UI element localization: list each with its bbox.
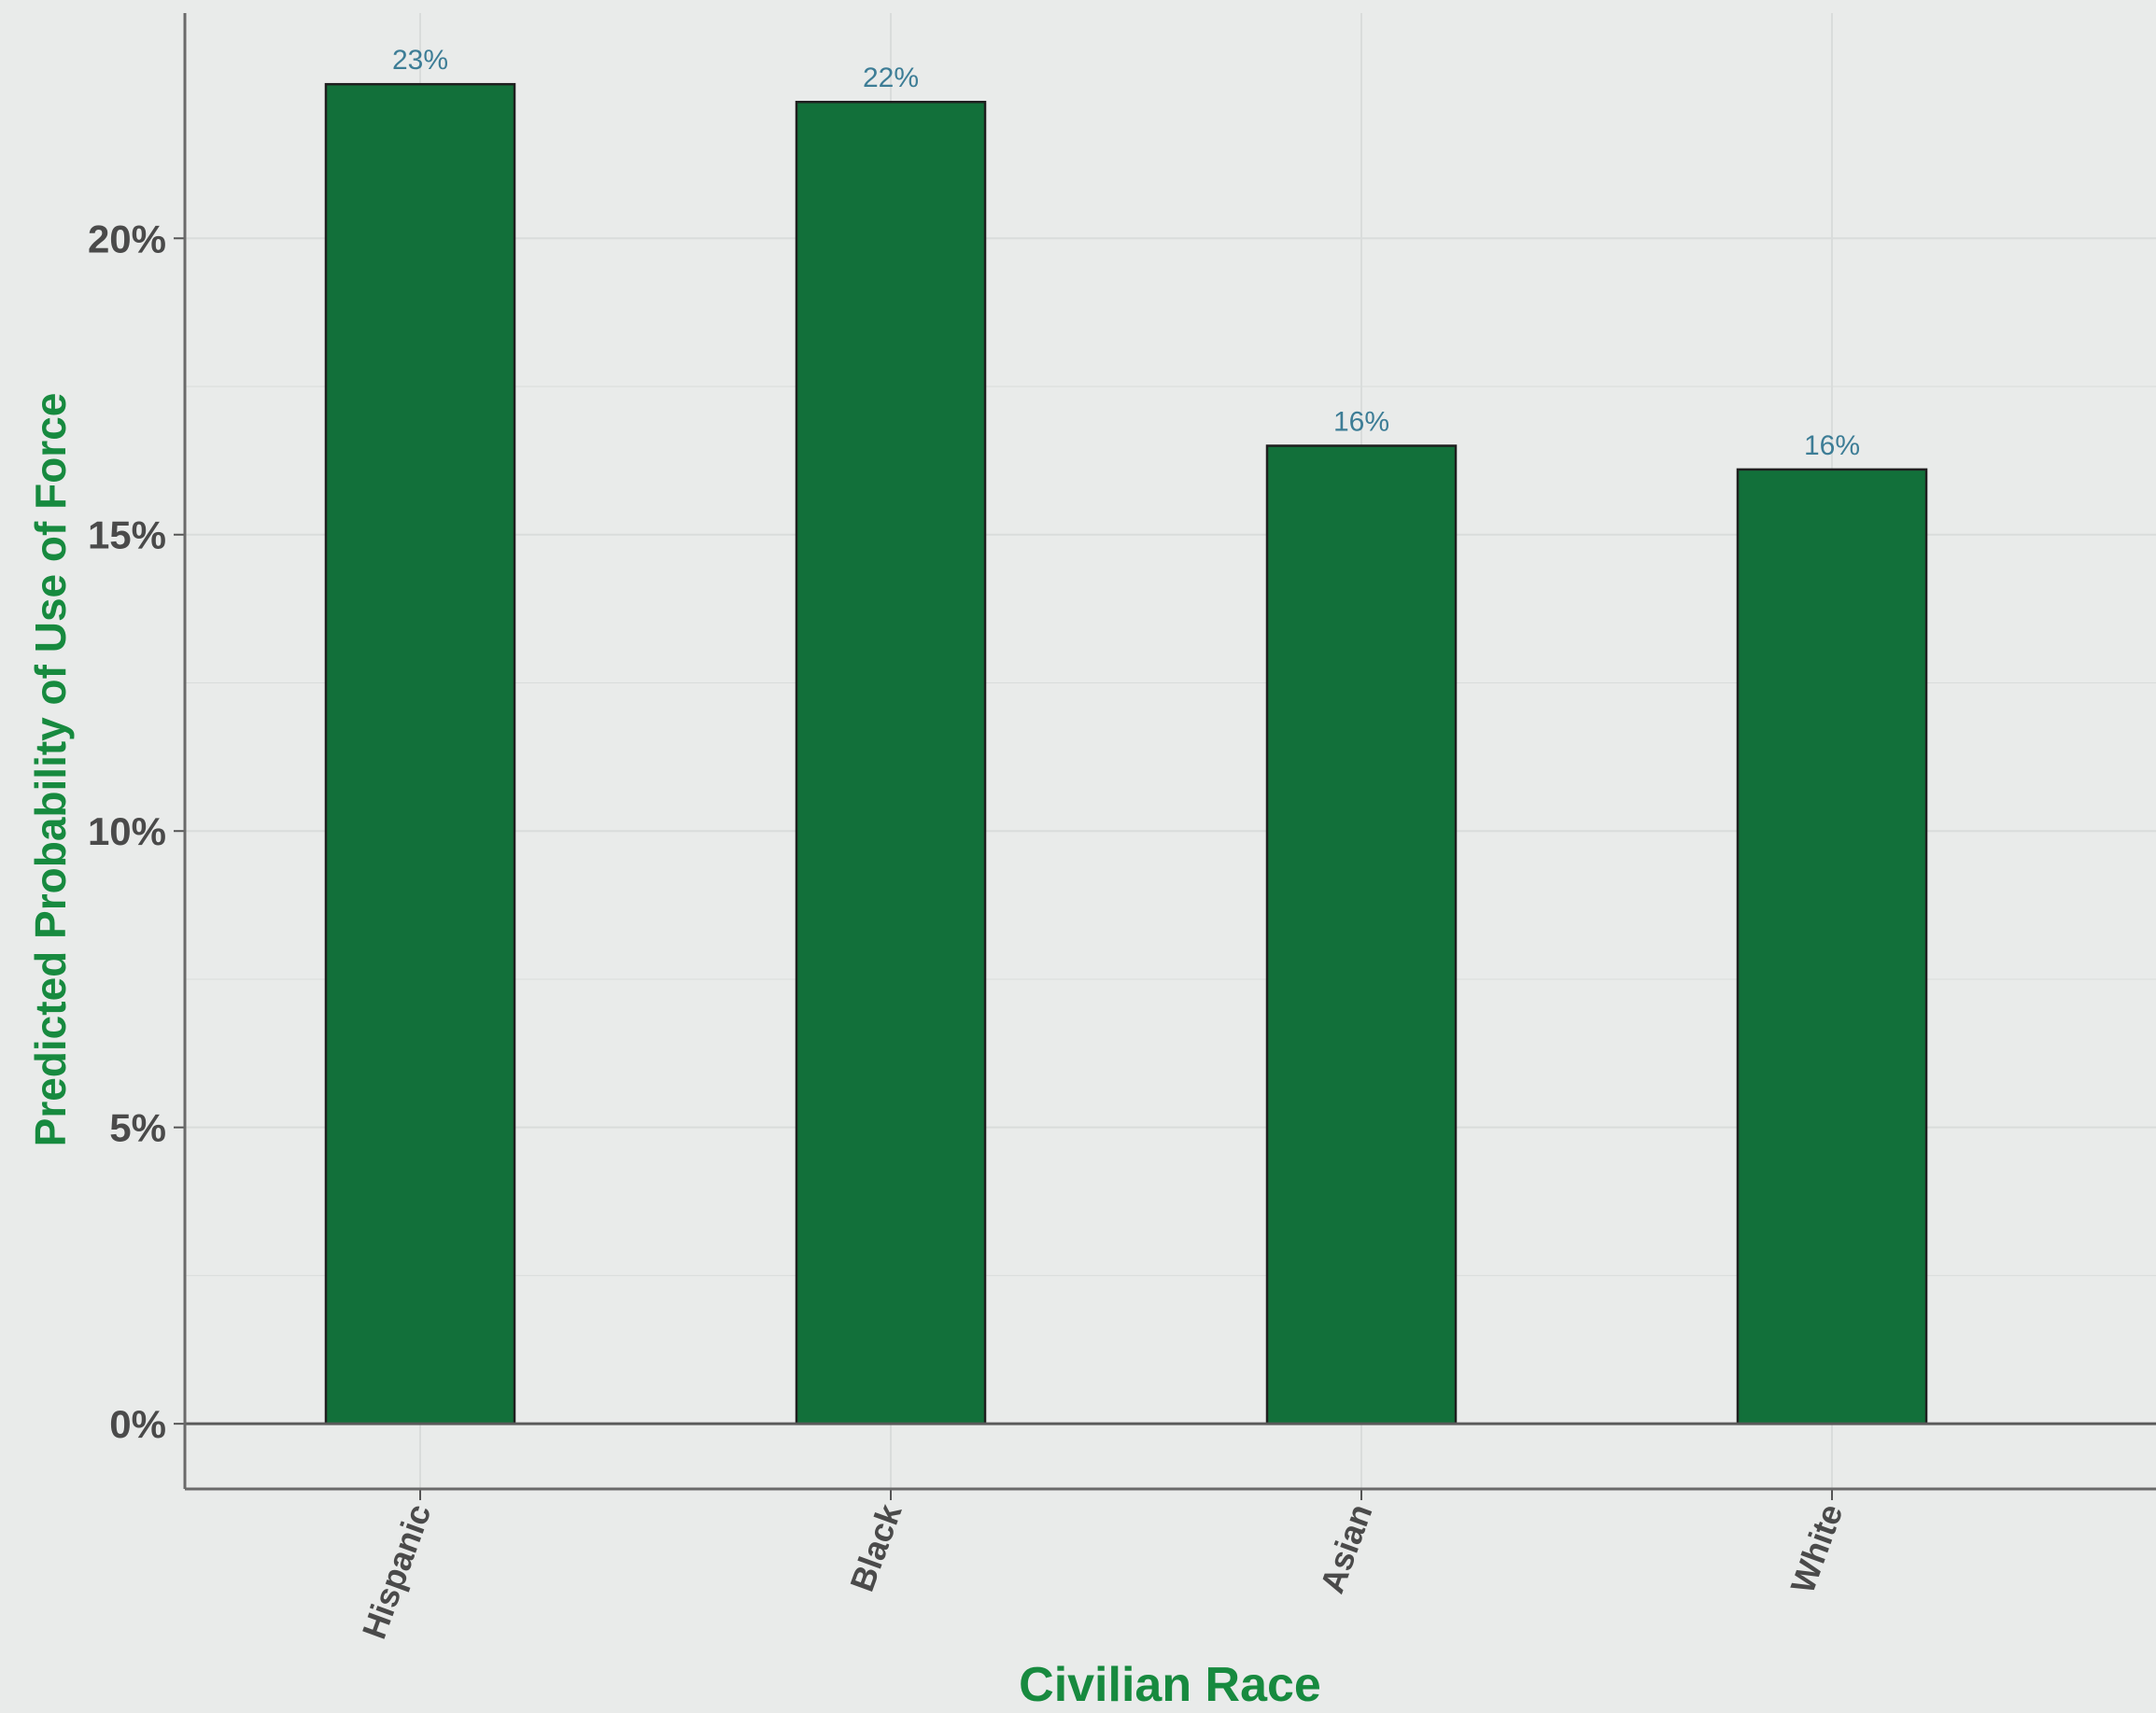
bars <box>324 82 1928 1425</box>
y-tick-label: 20% <box>88 217 166 260</box>
y-tick-label: 15% <box>88 513 166 557</box>
y-tick-label: 0% <box>109 1402 166 1446</box>
data-labels: 23% 22% 16% 16% <box>392 45 1860 461</box>
bar-white <box>1736 468 1928 1425</box>
bar-hispanic <box>324 82 516 1425</box>
bar-black <box>795 100 987 1425</box>
y-axis-ticks: 0% 5% 10% 15% 20% <box>88 217 185 1446</box>
data-label-white: 16% <box>1804 430 1860 461</box>
y-tick-label: 10% <box>88 809 166 853</box>
data-label-hispanic: 23% <box>392 45 448 76</box>
y-axis-title: Predicted Probability of Use of Force <box>26 393 75 1147</box>
data-label-asian: 16% <box>1333 407 1389 438</box>
data-label-black: 22% <box>863 63 919 93</box>
x-axis-title: Civilian Race <box>1019 1658 1321 1712</box>
y-tick-label: 5% <box>109 1106 166 1150</box>
bar-asian <box>1265 444 1458 1425</box>
